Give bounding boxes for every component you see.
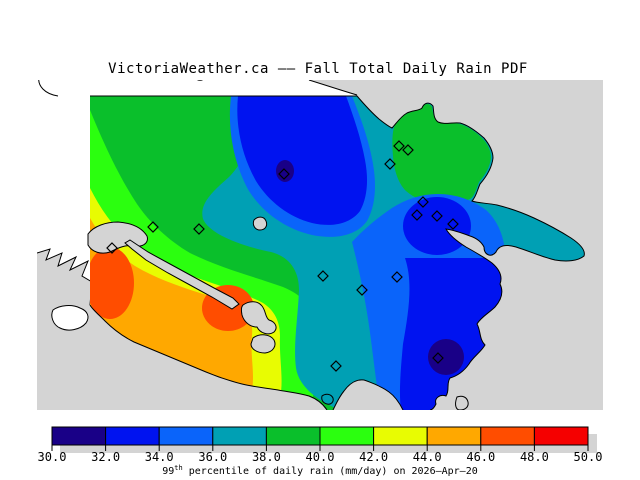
station-diamond-icon xyxy=(447,218,459,230)
colorbar-segment xyxy=(51,426,107,446)
coastline-southwest-teeth xyxy=(37,248,93,306)
contour-band-32-34-north xyxy=(237,96,368,225)
colorbar-ticks xyxy=(51,445,589,451)
station-diamond-icon xyxy=(431,210,443,222)
colorbar-tick-label: 44.0 xyxy=(413,450,442,464)
colorbar-tick-label: 46.0 xyxy=(466,450,495,464)
colorbar-tick-label: 50.0 xyxy=(574,450,603,464)
station-diamond-icon xyxy=(106,242,118,254)
colorbar-segments xyxy=(51,426,589,446)
colorbar-segment xyxy=(373,426,428,446)
station-diamond-icon xyxy=(402,144,414,156)
contour-band-30-32 xyxy=(428,339,464,375)
colorbar-segment xyxy=(319,426,375,446)
station-diamond-icon xyxy=(391,271,403,283)
colorbar-tick-label: 34.0 xyxy=(145,450,174,464)
inland-water-details xyxy=(87,216,277,354)
coastline-fragment-northwest xyxy=(38,80,59,97)
islet-blue xyxy=(455,395,469,410)
contour-band-30-32-north xyxy=(276,160,294,182)
colorbar-caption: 99th percentile of daily rain (mm/day) o… xyxy=(162,464,478,477)
station-diamond-icon xyxy=(417,196,429,208)
station-diamond-icon xyxy=(356,284,368,296)
coastline-fragment-north xyxy=(196,80,204,81)
sooke-basin-channel xyxy=(124,239,240,310)
colorbar-tick-label: 48.0 xyxy=(520,450,549,464)
island-no-data xyxy=(51,305,89,331)
colorbar-tick-label: 30.0 xyxy=(38,450,67,464)
colorbar-tick-label: 36.0 xyxy=(198,450,227,464)
station-diamond-icon xyxy=(393,140,405,152)
contour-band-46-48 xyxy=(90,247,134,319)
colorbar-segment xyxy=(265,426,321,446)
colorbar-tick-label: 42.0 xyxy=(359,450,388,464)
station-diamond-icon xyxy=(384,158,396,170)
colorbar-tick-label: 32.0 xyxy=(91,450,120,464)
colorbar-tick-label: 38.0 xyxy=(252,450,281,464)
harbour-water-2 xyxy=(250,334,276,354)
coastline-main-landmass xyxy=(89,95,585,410)
contour-band-38-40-island xyxy=(392,104,491,205)
colorbar-segment xyxy=(480,426,535,446)
station-diamond-icon xyxy=(330,360,342,372)
islet-green xyxy=(321,393,334,405)
station-diamond-icon xyxy=(147,221,159,233)
colorbar-tick-label: 40.0 xyxy=(306,450,335,464)
station-diamond-icon xyxy=(278,168,290,180)
station-diamond-icon xyxy=(411,209,423,221)
coastline-north-strait xyxy=(308,80,358,96)
small-lake xyxy=(252,216,268,231)
colorbar-segment xyxy=(212,426,267,446)
station-diamond-icon xyxy=(317,270,329,282)
station-diamond-icon xyxy=(193,223,205,235)
colorbar: 30.0 32.0 34.0 36.0 38.0 40.0 42.0 44.0 46.0 48.0… xyxy=(38,426,603,477)
colorbar-tick-labels: 30.0 32.0 34.0 36.0 38.0 40.0 42.0 44.0 46.0 48.0… xyxy=(38,450,603,464)
station-markers xyxy=(106,140,459,372)
colorbar-segment xyxy=(158,426,214,446)
colorbar-segment xyxy=(533,426,589,446)
harbour-water-1 xyxy=(240,301,277,335)
colorbar-segment xyxy=(105,426,160,446)
page-title: VictoriaWeather.ca –– Fall Total Daily R… xyxy=(108,61,528,77)
contour-band-32-34 xyxy=(403,197,471,255)
station-diamond-icon xyxy=(432,352,444,364)
colorbar-segment xyxy=(426,426,482,446)
